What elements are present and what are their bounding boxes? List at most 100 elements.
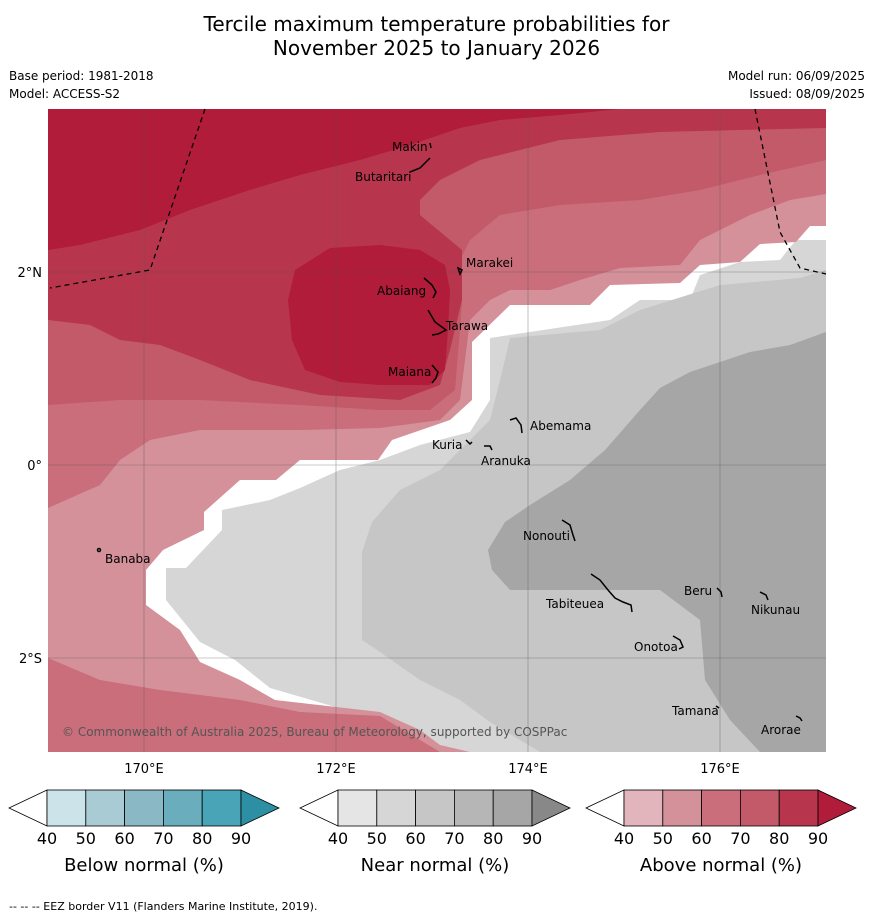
island-aranuka (484, 445, 493, 451)
island-arorae (795, 715, 803, 722)
island-nonouti (561, 519, 576, 542)
island-abemama (509, 417, 523, 434)
colorbar-cell (415, 789, 455, 827)
colorbar-max-extend (817, 789, 857, 827)
label-kuria: Kuria (432, 438, 463, 452)
title-line-2: November 2025 to January 2026 (272, 36, 601, 60)
colorbar-cell (85, 789, 126, 827)
eez-borders (49, 108, 827, 289)
place-labels: Makin Butaritari Marakei Abaiang Tarawa … (105, 140, 801, 737)
colorbar-tick-label: 90 (522, 829, 542, 848)
x-tick-172e: 172°E (316, 762, 356, 777)
eez-border-east (754, 108, 827, 275)
label-butaritari: Butaritari (355, 170, 412, 184)
label-abaiang: Abaiang (377, 284, 426, 298)
colorbar-cell (778, 789, 819, 827)
label-tamana: Tamana (671, 704, 719, 718)
colorbar-tick-label: 90 (808, 829, 828, 848)
near-normal-70-region (488, 332, 826, 752)
probability-map (48, 109, 826, 752)
colorbar-tick-label: 60 (114, 829, 134, 848)
colorbar-tick-label: 90 (231, 829, 251, 848)
island-nikunau (759, 591, 769, 601)
label-tarawa: Tarawa (445, 319, 488, 333)
y-tick-2n: 2°N (18, 266, 43, 281)
colorbar-cell (201, 789, 242, 827)
island-maiana (431, 364, 439, 384)
grid-lines (48, 109, 826, 752)
colorbar-tick-label: 40 (614, 829, 634, 848)
label-maiana: Maiana (388, 365, 431, 379)
model-run: Model run: 06/09/2025 (727, 69, 865, 83)
footer-note: -- -- -- EEZ border V11 (Flanders Marine… (9, 900, 318, 913)
issued-date: Issued: 08/09/2025 (749, 87, 865, 101)
colorbar-1: 40 50 60 70 80 90 Below normal (%) (8, 789, 280, 876)
colorbar-title: Near normal (%) (361, 855, 510, 876)
meta-right: Model run: 06/09/2025 Issued: 08/09/2025 (728, 69, 865, 105)
colorbar-title: Above normal (%) (640, 855, 802, 876)
colorbar-cell (162, 789, 203, 827)
colorbar-cell (740, 789, 780, 827)
colorbar-tick-label: 50 (367, 829, 387, 848)
colorbar-tick-label: 70 (444, 829, 464, 848)
label-nikunau: Nikunau (751, 603, 800, 617)
base-period: Base period: 1981-2018 (9, 69, 154, 83)
colorbar-tick-label: 80 (769, 829, 789, 848)
colorbar-tick-label: 50 (76, 829, 96, 848)
copyright-text: © Commonwealth of Australia 2025, Bureau… (62, 725, 567, 739)
y-tick-0: 0° (27, 459, 42, 474)
label-tabiteuea: Tabiteuea (545, 597, 604, 611)
colorbar-cell (492, 789, 533, 827)
colorbar-min-extend (8, 789, 48, 827)
island-tabiteuea (590, 573, 633, 613)
eez-border-west (49, 108, 206, 289)
colorbar-max-extend (531, 789, 571, 827)
title-line-1: Tercile maximum temperature probabilitie… (203, 12, 670, 36)
island-tarawa (427, 309, 448, 336)
colorbar-cell (623, 789, 664, 827)
x-tick-176e: 176°E (700, 762, 740, 777)
colorbar-min-extend (299, 789, 339, 827)
colorbar-tick-label: 80 (483, 829, 503, 848)
islands (96, 142, 803, 722)
colorbar-cell (662, 789, 702, 827)
colorbar-cell (337, 789, 378, 827)
island-butaritari (409, 157, 431, 173)
y-tick-2s: 2°S (19, 652, 42, 667)
label-aranuka: Aranuka (481, 454, 531, 468)
x-tick-170e: 170°E (124, 762, 164, 777)
above-normal-80-region (48, 109, 620, 250)
above-normal-50-south (48, 658, 440, 752)
island-onotoa (672, 635, 684, 650)
colorbar-cell (46, 789, 87, 827)
island-banaba (96, 547, 102, 553)
colorbar-max-extend (240, 789, 280, 827)
colorbar-title: Below normal (%) (64, 855, 224, 876)
colorbar-2: 40 50 60 70 80 90 Near normal (%) (299, 789, 571, 876)
axis-ticks: 170°E 172°E 174°E 176°E 2°N 0° 2°S (18, 266, 740, 777)
colorbar-cell (453, 789, 494, 827)
x-tick-174e: 174°E (508, 762, 548, 777)
island-makin (429, 142, 432, 149)
colorbar-min-extend (585, 789, 625, 827)
colorbar-cell (376, 789, 416, 827)
colorbar-cell (124, 789, 164, 827)
label-makin: Makin (392, 140, 428, 154)
island-abaiang (423, 277, 437, 299)
colorbar-tick-label: 80 (192, 829, 212, 848)
colorbar-tick-label: 50 (653, 829, 673, 848)
colorbar-tick-label: 60 (691, 829, 711, 848)
colorbar-3: 40 50 60 70 80 90 Above normal (%) (585, 789, 857, 876)
colorbars: 40 50 60 70 80 90 Below normal (%) 40 50 60 70 80 90… (8, 789, 857, 876)
label-onotoa: Onotoa (634, 640, 678, 654)
label-banaba: Banaba (105, 552, 151, 566)
colorbar-tick-label: 70 (153, 829, 173, 848)
colorbar-tick-label: 40 (328, 829, 348, 848)
colorbar-tick-label: 70 (730, 829, 750, 848)
above-normal-80-core (288, 245, 450, 385)
label-abemama: Abemama (530, 419, 591, 433)
island-beru (716, 587, 723, 598)
label-beru: Beru (684, 584, 712, 598)
island-tamana (715, 705, 720, 709)
